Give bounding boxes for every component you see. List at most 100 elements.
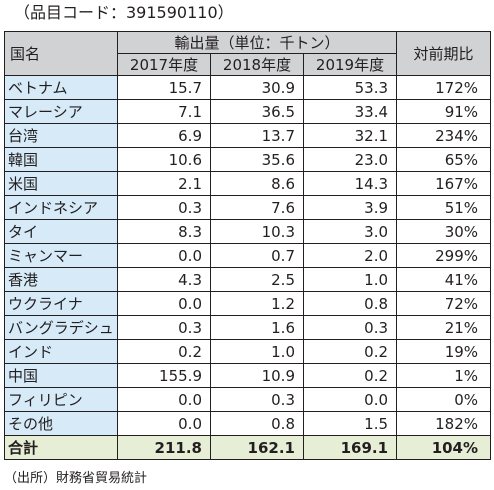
value-2018-cell: 1.0 [210, 339, 304, 364]
value-2019-cell: 0.0 [302, 387, 398, 412]
value-2017-cell: 0.0 [117, 387, 211, 412]
value-2019-cell: 53.3 [302, 75, 398, 100]
ratio-cell: 65% [396, 147, 492, 172]
ratio-cell: 299% [396, 243, 492, 268]
table-row: 米国 2.1 8.6 14.3 167% [4, 171, 492, 196]
value-2017-cell: 7.1 [117, 99, 211, 124]
value-2018-cell: 1.2 [210, 291, 304, 316]
table-row: ミャンマー 0.0 0.7 2.0 299% [4, 243, 492, 268]
value-2018-cell: 35.6 [210, 147, 304, 172]
table-row: 中国 155.9 10.9 0.2 1% [4, 363, 492, 388]
table-row: その他 0.0 0.8 1.5 182% [4, 411, 492, 436]
header-country: 国名 [4, 31, 118, 76]
ratio-cell: 0% [396, 387, 492, 412]
value-2019-cell: 3.0 [302, 219, 398, 244]
value-2018-cell: 10.3 [210, 219, 304, 244]
value-2017-cell: 0.0 [117, 291, 211, 316]
value-2018-cell: 13.7 [210, 123, 304, 148]
header-export-volume: 輸出量（単位：千トン） [116, 31, 398, 54]
export-volume-table: 国名 輸出量（単位：千トン） 対前期比 2017年度 2018年度 2019年度… [4, 31, 492, 460]
country-cell: インドネシア [4, 195, 118, 220]
value-2019-cell: 2.0 [302, 243, 398, 268]
value-2017-cell: 155.9 [117, 363, 211, 388]
value-2019-cell: 23.0 [302, 147, 398, 172]
value-2018-cell: 36.5 [210, 99, 304, 124]
value-2018-cell: 1.6 [210, 315, 304, 340]
value-2019-cell: 0.3 [302, 315, 398, 340]
value-2017-cell: 2.1 [117, 171, 211, 196]
country-cell: 中国 [4, 363, 118, 388]
ratio-cell: 91% [396, 99, 492, 124]
country-cell: インド [4, 339, 118, 364]
ratio-cell: 41% [396, 267, 492, 292]
country-cell: 台湾 [4, 123, 118, 148]
header-ratio: 対前期比 [396, 31, 492, 76]
value-2018-cell: 2.5 [210, 267, 304, 292]
value-2018-cell: 8.6 [210, 171, 304, 196]
value-2019-cell: 14.3 [302, 171, 398, 196]
value-2018-cell: 10.9 [210, 363, 304, 388]
table-row: 台湾 6.9 13.7 32.1 234% [4, 123, 492, 148]
total-label: 合計 [4, 435, 118, 460]
table-row: マレーシア 7.1 36.5 33.4 91% [4, 99, 492, 124]
source-note: （出所）財務省貿易統計 [4, 471, 148, 486]
table-body: ベトナム 15.7 30.9 53.3 172% マレーシア 7.1 36.5 33.4 91% 台… [4, 75, 492, 460]
total-2019: 169.1 [302, 435, 398, 460]
value-2019-cell: 0.2 [302, 339, 398, 364]
country-cell: バングラデシュ [4, 315, 118, 340]
ratio-cell: 234% [396, 123, 492, 148]
ratio-cell: 51% [396, 195, 492, 220]
country-cell: フィリピン [4, 387, 118, 412]
value-2019-cell: 32.1 [302, 123, 398, 148]
value-2017-cell: 0.2 [117, 339, 211, 364]
country-cell: ベトナム [4, 75, 118, 100]
table-row: インド 0.2 1.0 0.2 19% [4, 339, 492, 364]
value-2017-cell: 15.7 [117, 75, 211, 100]
value-2019-cell: 1.5 [302, 411, 398, 436]
ratio-cell: 21% [396, 315, 492, 340]
table-row: バングラデシュ 0.3 1.6 0.3 21% [4, 315, 492, 340]
value-2018-cell: 0.3 [210, 387, 304, 412]
value-2018-cell: 7.6 [210, 195, 304, 220]
table-row: タイ 8.3 10.3 3.0 30% [4, 219, 492, 244]
value-2017-cell: 0.3 [117, 195, 211, 220]
ratio-cell: 1% [396, 363, 492, 388]
header-year-2018: 2018年度 [210, 53, 304, 76]
total-2017: 211.8 [117, 435, 211, 460]
table-row: インドネシア 0.3 7.6 3.9 51% [4, 195, 492, 220]
value-2018-cell: 0.8 [210, 411, 304, 436]
header-year-2017: 2017年度 [117, 53, 211, 76]
table-row: ベトナム 15.7 30.9 53.3 172% [4, 75, 492, 100]
header-year-2019: 2019年度 [302, 53, 398, 76]
total-2018: 162.1 [210, 435, 304, 460]
ratio-cell: 30% [396, 219, 492, 244]
ratio-cell: 182% [396, 411, 492, 436]
country-cell: マレーシア [4, 99, 118, 124]
ratio-cell: 167% [396, 171, 492, 196]
total-ratio: 104% [396, 435, 492, 460]
value-2018-cell: 0.7 [210, 243, 304, 268]
ratio-cell: 19% [396, 339, 492, 364]
country-cell: 香港 [4, 267, 118, 292]
value-2017-cell: 4.3 [117, 267, 211, 292]
value-2018-cell: 30.9 [210, 75, 304, 100]
ratio-cell: 172% [396, 75, 492, 100]
table-row: フィリピン 0.0 0.3 0.0 0% [4, 387, 492, 412]
value-2017-cell: 10.6 [117, 147, 211, 172]
value-2017-cell: 0.3 [117, 315, 211, 340]
value-2017-cell: 0.0 [117, 411, 211, 436]
value-2017-cell: 0.0 [117, 243, 211, 268]
country-cell: 韓国 [4, 147, 118, 172]
value-2019-cell: 0.2 [302, 363, 398, 388]
total-row: 合計 211.8 162.1 169.1 104% [4, 435, 492, 460]
value-2019-cell: 0.8 [302, 291, 398, 316]
value-2017-cell: 8.3 [117, 219, 211, 244]
table-row: 韓国 10.6 35.6 23.0 65% [4, 147, 492, 172]
country-cell: タイ [4, 219, 118, 244]
table-row: ウクライナ 0.0 1.2 0.8 72% [4, 291, 492, 316]
table-row: 香港 4.3 2.5 1.0 41% [4, 267, 492, 292]
value-2019-cell: 1.0 [302, 267, 398, 292]
value-2019-cell: 3.9 [302, 195, 398, 220]
value-2019-cell: 33.4 [302, 99, 398, 124]
country-cell: ミャンマー [4, 243, 118, 268]
